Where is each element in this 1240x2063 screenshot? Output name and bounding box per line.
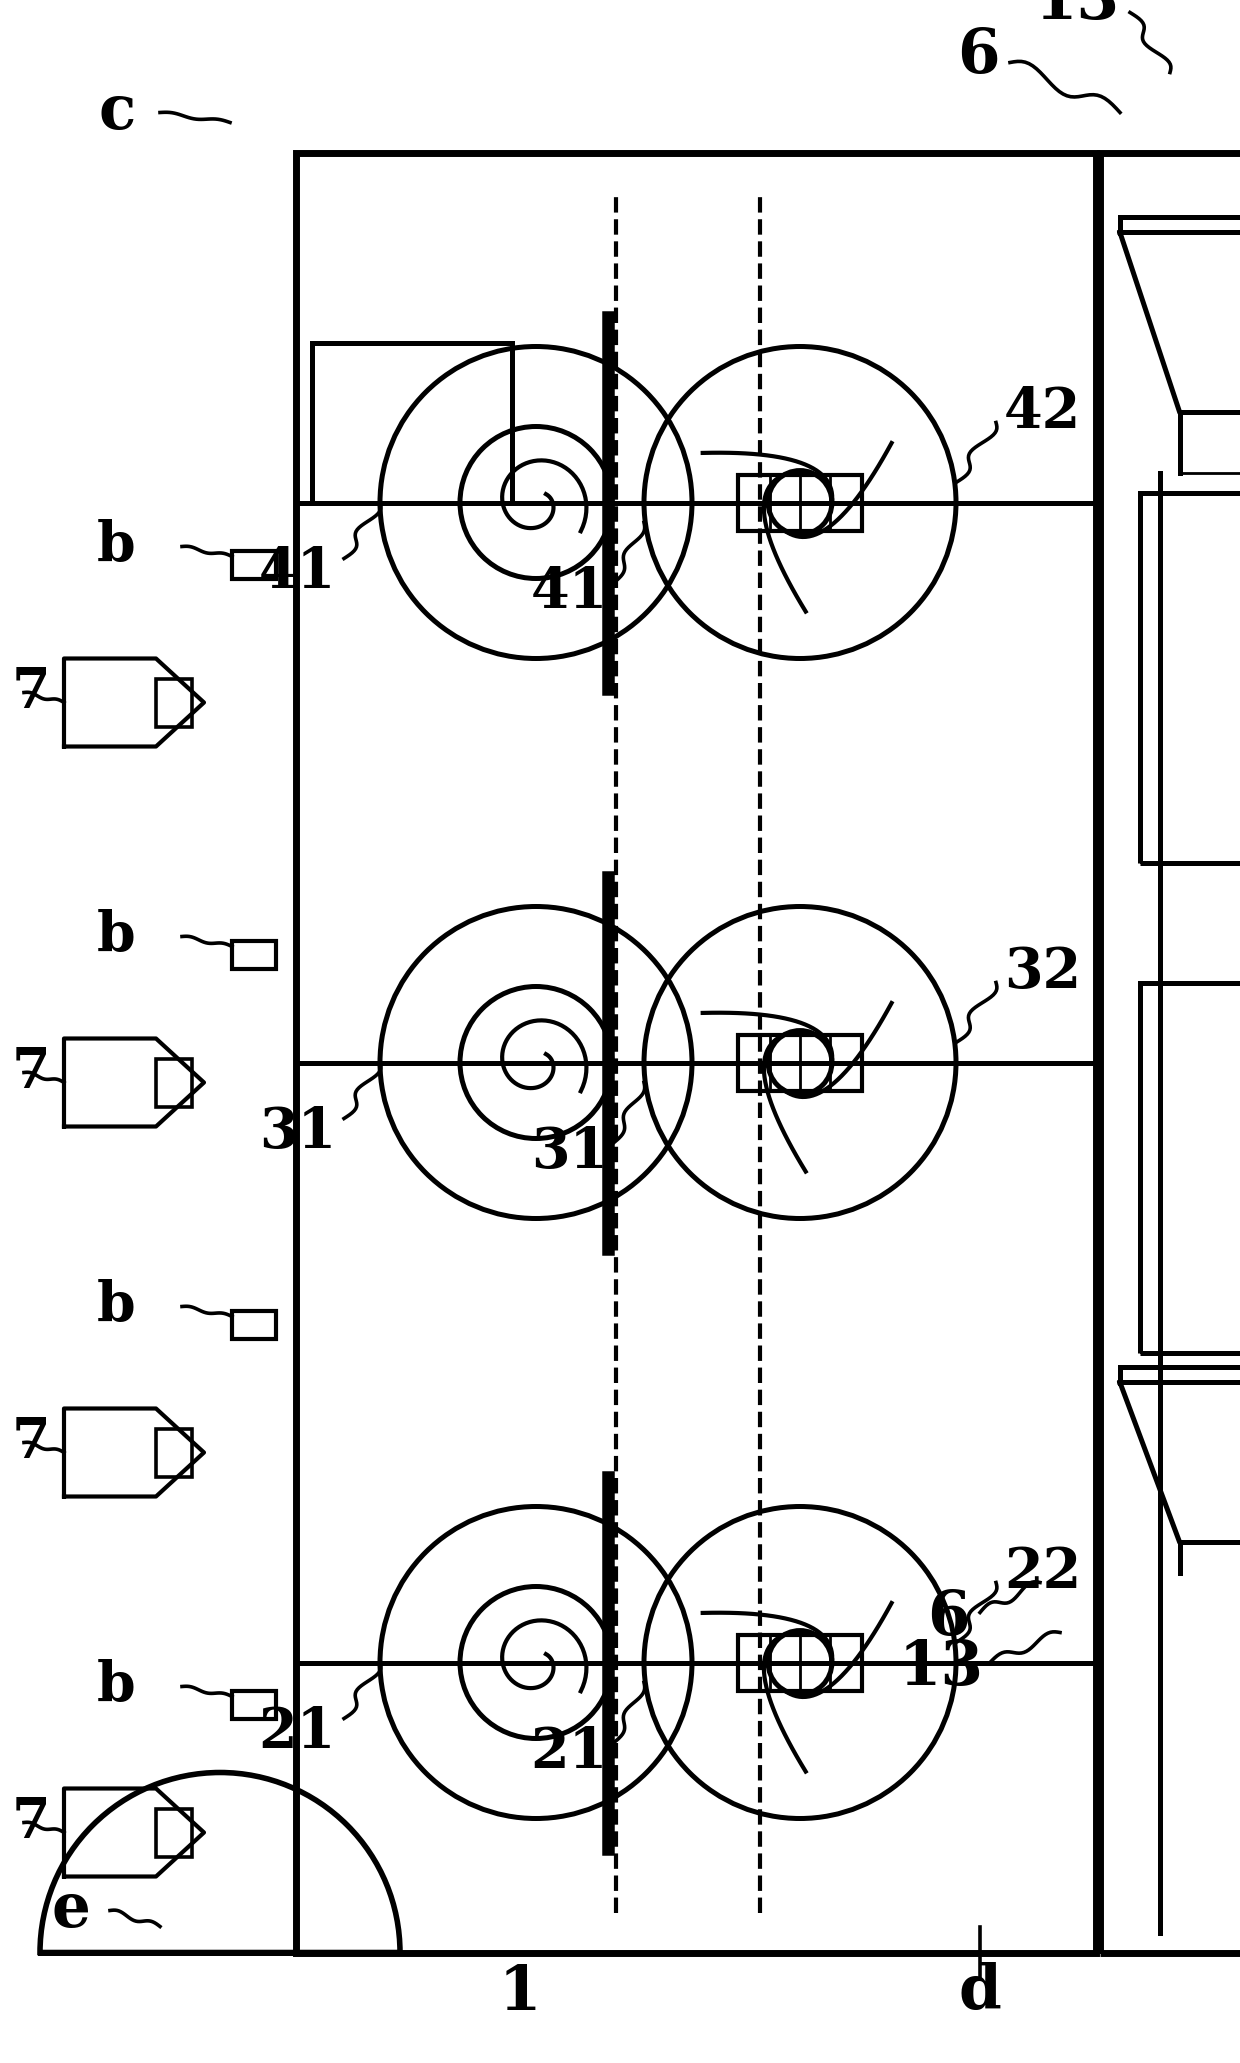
Bar [156,1428,192,1477]
Bar [738,474,862,530]
Bar [232,551,277,578]
Text: 32: 32 [1004,945,1081,1001]
Text: 42: 42 [1004,386,1081,439]
Bar [1140,493,1240,862]
Text: d: d [959,1962,1002,2022]
Text: 1: 1 [498,1962,541,2022]
Bar [156,679,192,726]
Bar [1100,153,1240,1952]
Text: c: c [99,83,136,142]
Text: b: b [97,910,136,963]
Text: b: b [97,520,136,574]
Bar [1140,982,1240,1353]
Bar [738,1634,862,1690]
Bar [738,1034,862,1091]
Text: 7: 7 [11,1046,50,1100]
Text: 41: 41 [531,565,608,621]
Text: 13: 13 [1035,0,1120,33]
Bar [312,342,512,503]
Bar [232,1690,277,1718]
Bar [156,1809,192,1857]
Text: 13: 13 [899,1638,985,1698]
Text: 6: 6 [928,1589,970,1648]
Bar [232,941,277,968]
Bar [156,1058,192,1106]
Text: 7: 7 [11,664,50,720]
Bar [232,1310,277,1339]
Text: e: e [51,1881,91,1941]
Text: 31: 31 [259,1106,336,1159]
Text: b: b [97,1659,136,1714]
Bar [296,153,1096,1952]
Text: 31: 31 [531,1124,608,1180]
Text: 7: 7 [11,1795,50,1851]
Text: 6: 6 [957,27,999,87]
Text: 21: 21 [259,1704,336,1760]
Text: 41: 41 [259,545,336,600]
Text: 7: 7 [11,1415,50,1471]
Text: 22: 22 [1004,1545,1081,1601]
Text: b: b [97,1279,136,1335]
Text: 21: 21 [531,1725,608,1780]
